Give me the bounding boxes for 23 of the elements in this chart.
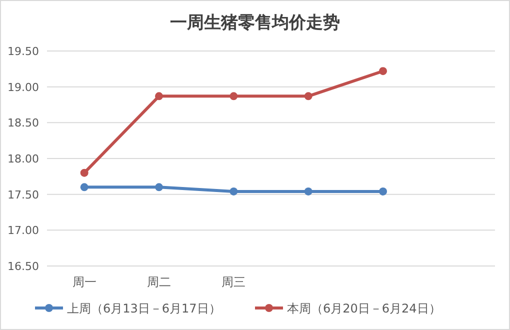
y-tick-label: 16.50 [8,260,39,273]
point [230,187,238,196]
y-tick-label: 19.50 [8,45,39,58]
y-tick-label: 18.00 [8,152,39,166]
y-tick-label: 17.00 [8,224,39,238]
point [80,168,88,177]
point [304,187,312,196]
point [379,67,387,76]
y-tick-label: 19.00 [8,80,39,94]
point [155,183,163,192]
x-tick-label: 周二 [147,275,171,289]
point [155,92,163,100]
point [80,183,88,192]
legend-label: 本周（6月20日－6月24日） [287,302,441,316]
y-tick-label: 18.50 [8,116,39,130]
point [379,187,387,196]
chart-title: 一周生猪零售均价走势 [170,13,340,33]
x-tick-label: 周一 [72,275,96,289]
x-tick-label: 周三 [222,275,246,289]
y-tick-label: 17.50 [8,188,39,202]
point [304,92,312,100]
legend-label: 上周（6月13日－6月17日） [67,302,221,316]
point [230,92,238,100]
